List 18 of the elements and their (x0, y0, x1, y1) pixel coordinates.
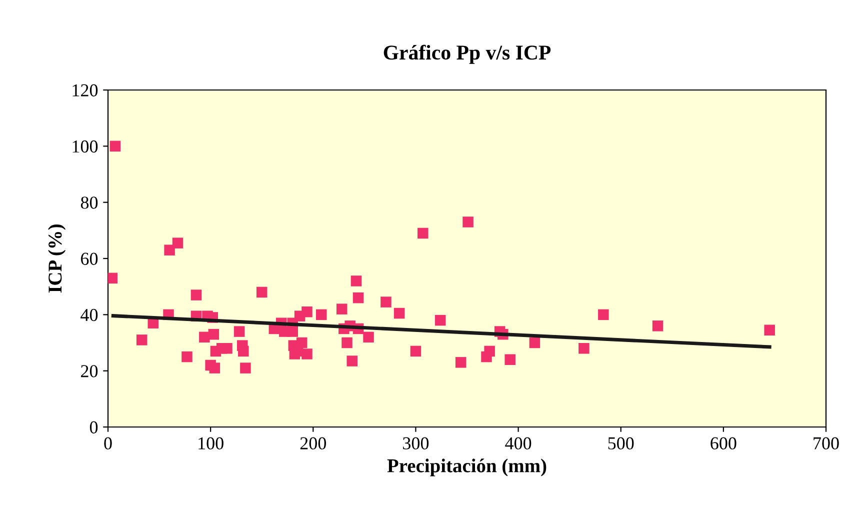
y-tick-label: 80 (80, 196, 98, 209)
x-tick-label: 400 (505, 437, 532, 450)
y-tick-label: 40 (80, 308, 98, 322)
x-tick-label: 300 (403, 437, 429, 450)
x-axis-title: Precipitación (mm) (387, 458, 546, 476)
chart-title: Gráfico Pp v/s ICP (384, 44, 551, 64)
y-tick-label: 60 (81, 252, 98, 265)
y-tick-label: 0 (90, 421, 98, 434)
y-tick-label: 120 (72, 84, 98, 96)
y-tick-label: 100 (72, 140, 98, 153)
x-tick-label: 100 (198, 437, 224, 450)
y-axis-title: ICP (%) (48, 224, 66, 293)
x-tick-label: 0 (104, 437, 112, 450)
x-tick-label: 600 (710, 437, 736, 450)
x-tick-label: 500 (608, 437, 634, 450)
x-tick-label: 700 (814, 437, 839, 450)
y-tick-label: 20 (81, 365, 98, 378)
x-tick-label: 200 (300, 437, 326, 450)
